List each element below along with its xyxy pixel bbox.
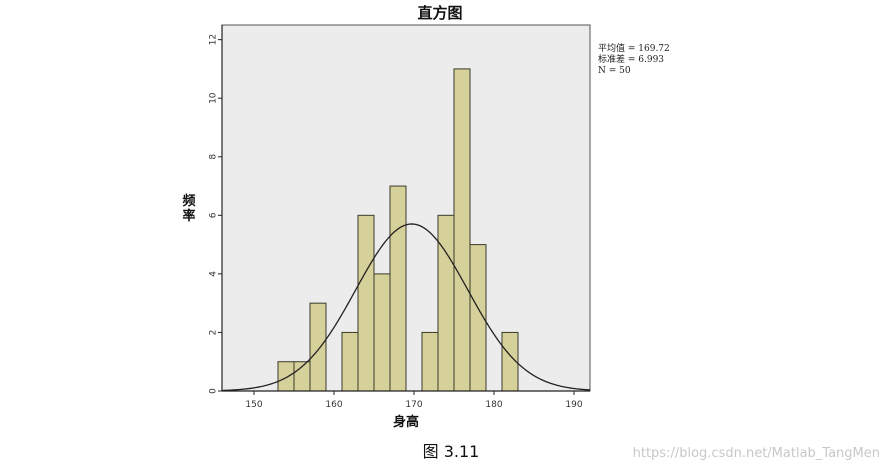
- y-tick-label: 6: [209, 212, 219, 218]
- x-tick-label: 160: [325, 400, 342, 410]
- x-tick-label: 150: [245, 400, 262, 410]
- y-axis-label: 频率: [182, 193, 195, 224]
- stat-std: 标准差 = 6.993: [598, 53, 664, 65]
- y-tick-label: 8: [209, 154, 219, 160]
- x-axis-label: 身高: [393, 414, 419, 430]
- stat-mean: 平均值 = 169.72: [598, 42, 670, 54]
- figure-caption: 图 3.11: [423, 442, 480, 461]
- chart-title: 直方图: [417, 4, 462, 22]
- y-tick-label: 4: [209, 271, 219, 277]
- x-tick-label: 180: [485, 400, 502, 410]
- y-tick-label: 12: [209, 34, 219, 45]
- y-tick-label: 0: [209, 388, 219, 394]
- histogram-bar: [341, 331, 359, 392]
- x-tick-label: 170: [405, 400, 422, 410]
- x-ticks-group: 150 160 170 180 190: [245, 391, 583, 410]
- histogram-bar: [453, 68, 471, 392]
- normal-curve: [221, 223, 591, 392]
- stats-legend: 平均值 = 169.72 标准差 = 6.993 N = 50: [598, 42, 670, 76]
- y-tick-label: 10: [209, 92, 219, 104]
- histogram-bar: [437, 214, 455, 392]
- stat-n: N = 50: [598, 66, 631, 76]
- watermark-text: https://blog.csdn.net/Matlab_TangMen: [633, 446, 880, 461]
- histogram-bar: [373, 273, 391, 392]
- bars-group: [277, 68, 519, 392]
- y-ticks-group: 0 2 4 6 8 10 12: [209, 34, 222, 394]
- histogram-bar: [357, 214, 375, 392]
- histogram-bar: [309, 302, 327, 392]
- histogram-bar: [421, 331, 439, 392]
- x-tick-label: 190: [565, 400, 582, 410]
- histogram-bar: [277, 361, 295, 392]
- axes-group: [221, 25, 590, 392]
- histogram-bar: [389, 185, 407, 392]
- y-tick-label: 2: [209, 330, 219, 336]
